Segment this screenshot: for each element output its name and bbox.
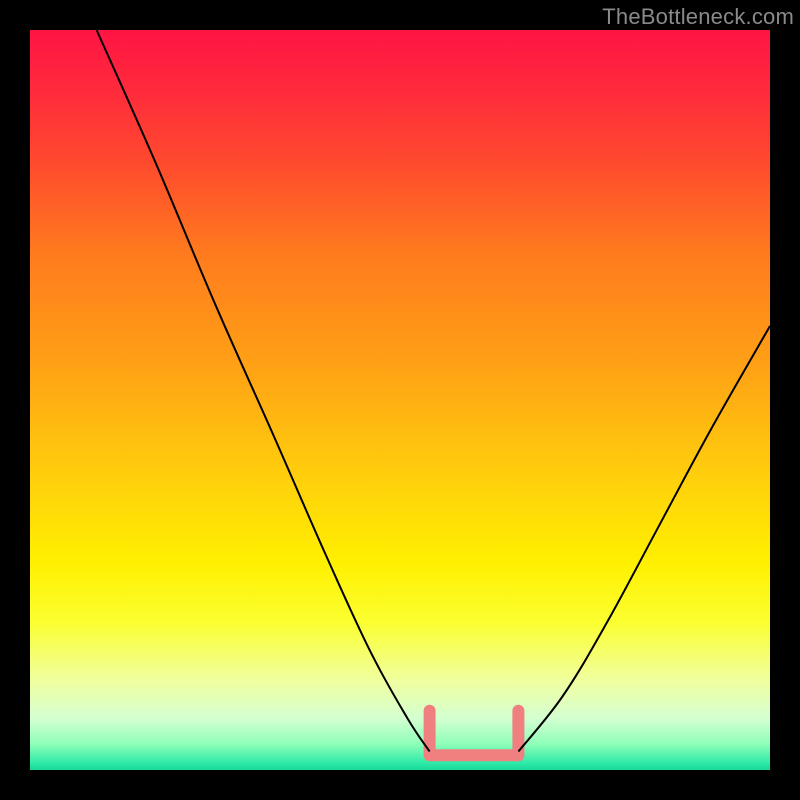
- plot-area: [30, 30, 770, 770]
- canvas: TheBottleneck.com: [0, 0, 800, 800]
- heat-gradient: [30, 30, 770, 770]
- watermark-text: TheBottleneck.com: [602, 4, 794, 30]
